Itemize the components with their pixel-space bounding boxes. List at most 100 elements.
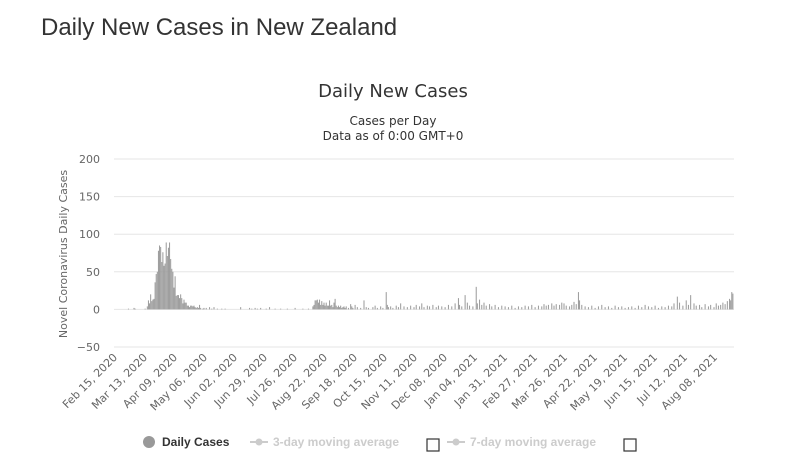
bar[interactable]	[194, 307, 196, 310]
bar[interactable]	[432, 304, 434, 310]
bar[interactable]	[159, 245, 161, 310]
bar[interactable]	[170, 259, 172, 310]
bar[interactable]	[150, 294, 152, 310]
bar[interactable]	[713, 307, 715, 310]
bar[interactable]	[316, 299, 318, 310]
bar[interactable]	[354, 304, 356, 310]
bar[interactable]	[667, 305, 669, 310]
bar[interactable]	[406, 307, 408, 310]
bar[interactable]	[644, 304, 646, 310]
bar[interactable]	[171, 268, 173, 310]
bar[interactable]	[607, 306, 609, 310]
bar[interactable]	[335, 305, 337, 310]
bar[interactable]	[372, 307, 374, 310]
bar[interactable]	[317, 302, 319, 310]
bar[interactable]	[344, 307, 346, 310]
bar[interactable]	[479, 299, 481, 310]
bar[interactable]	[332, 307, 334, 310]
bar[interactable]	[654, 305, 656, 310]
bar[interactable]	[327, 305, 329, 310]
bar[interactable]	[190, 305, 192, 310]
bar[interactable]	[421, 303, 423, 310]
bar[interactable]	[324, 305, 326, 310]
bar[interactable]	[481, 304, 483, 310]
bar[interactable]	[601, 304, 603, 310]
bar[interactable]	[351, 306, 353, 310]
bar[interactable]	[724, 304, 726, 310]
bar[interactable]	[390, 306, 392, 310]
bar[interactable]	[511, 305, 513, 310]
bar[interactable]	[211, 308, 213, 310]
bar[interactable]	[543, 304, 545, 310]
bar[interactable]	[360, 307, 362, 310]
bar[interactable]	[323, 302, 325, 310]
bar[interactable]	[200, 307, 202, 310]
bar[interactable]	[575, 304, 577, 310]
bar[interactable]	[707, 306, 709, 310]
bar[interactable]	[380, 306, 382, 310]
bar[interactable]	[387, 307, 389, 310]
bar[interactable]	[597, 306, 599, 310]
bar[interactable]	[307, 308, 309, 310]
bar[interactable]	[577, 292, 579, 310]
bar[interactable]	[559, 304, 561, 310]
bar[interactable]	[611, 307, 613, 310]
bar[interactable]	[127, 308, 129, 310]
bar[interactable]	[415, 304, 417, 310]
bar[interactable]	[726, 301, 728, 310]
bar[interactable]	[347, 307, 349, 310]
bar[interactable]	[400, 303, 402, 310]
bar[interactable]	[637, 305, 639, 310]
bar[interactable]	[356, 307, 358, 310]
bar[interactable]	[527, 306, 529, 310]
bar[interactable]	[685, 300, 687, 310]
bar[interactable]	[179, 298, 181, 310]
bar[interactable]	[382, 307, 384, 310]
bar[interactable]	[551, 303, 553, 310]
bar[interactable]	[374, 305, 376, 310]
bar[interactable]	[395, 305, 397, 310]
bar[interactable]	[403, 306, 405, 310]
bar[interactable]	[563, 303, 565, 310]
bar[interactable]	[717, 305, 719, 310]
bar[interactable]	[249, 307, 251, 310]
bar[interactable]	[205, 307, 207, 310]
bar[interactable]	[517, 306, 519, 310]
bar[interactable]	[392, 307, 394, 310]
bar[interactable]	[591, 305, 593, 310]
bar[interactable]	[429, 306, 431, 310]
bar[interactable]	[457, 298, 459, 310]
bar[interactable]	[584, 306, 586, 310]
bar[interactable]	[732, 293, 734, 310]
bar[interactable]	[352, 307, 354, 310]
bar[interactable]	[213, 307, 215, 310]
bar[interactable]	[693, 303, 695, 310]
bar[interactable]	[454, 303, 456, 310]
bar[interactable]	[385, 292, 387, 310]
bar[interactable]	[314, 300, 316, 310]
bar[interactable]	[320, 304, 322, 310]
bar[interactable]	[690, 295, 692, 310]
legend-checkbox-7-day-average[interactable]	[623, 438, 637, 452]
bar[interactable]	[594, 307, 596, 310]
bar[interactable]	[451, 306, 453, 310]
bar[interactable]	[280, 308, 282, 310]
bar[interactable]	[186, 305, 188, 310]
bar[interactable]	[545, 305, 547, 310]
bar[interactable]	[345, 306, 347, 310]
bar[interactable]	[197, 307, 199, 310]
bar[interactable]	[182, 303, 184, 310]
bar[interactable]	[336, 307, 338, 310]
bar[interactable]	[151, 301, 153, 310]
bar[interactable]	[679, 302, 681, 310]
bar[interactable]	[621, 306, 623, 310]
bar[interactable]	[730, 300, 732, 310]
bar[interactable]	[729, 298, 731, 310]
bar[interactable]	[334, 298, 336, 310]
bar[interactable]	[167, 247, 169, 310]
bar[interactable]	[189, 307, 191, 310]
bar[interactable]	[720, 304, 722, 310]
legend-checkbox-3-day-average[interactable]	[426, 438, 440, 452]
bar[interactable]	[343, 306, 345, 310]
bar[interactable]	[534, 307, 536, 310]
